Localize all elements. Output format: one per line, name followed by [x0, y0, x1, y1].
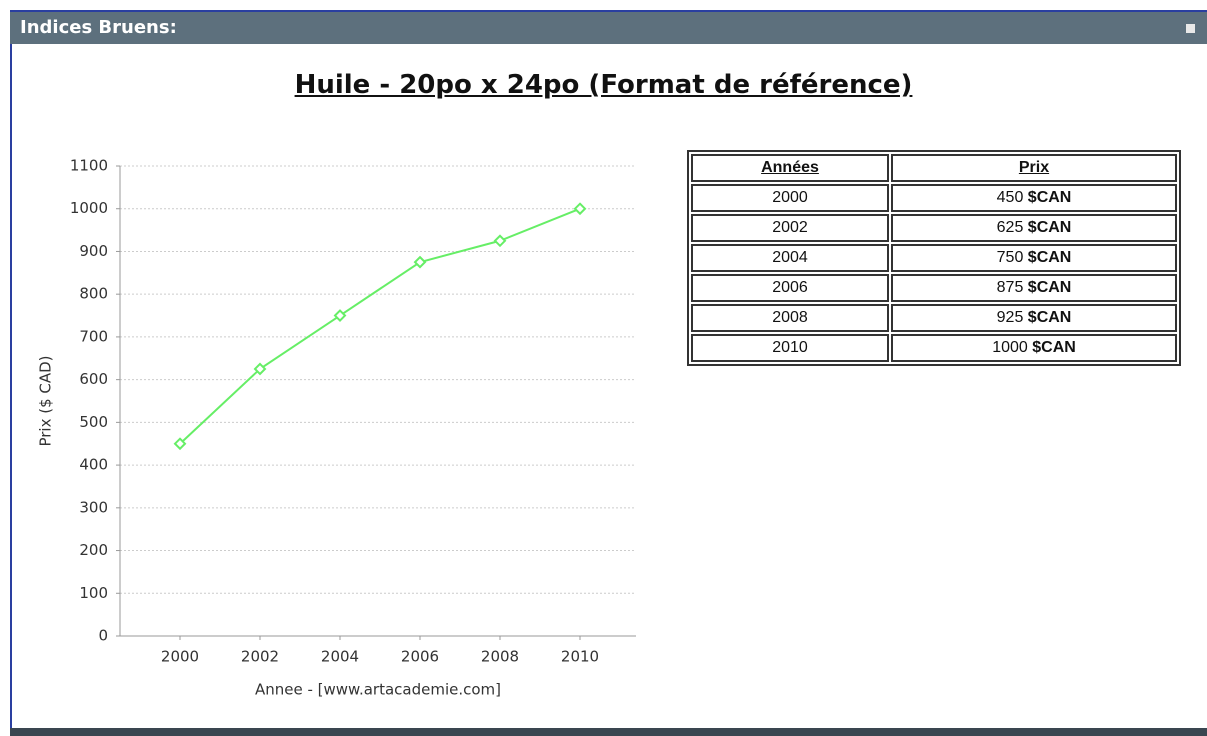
y-tick-label: 700	[79, 327, 108, 345]
price-value: 750	[996, 249, 1024, 266]
y-tick-label: 800	[79, 285, 108, 303]
data-point	[573, 202, 587, 216]
header-cell: Années	[691, 154, 889, 182]
price-unit: $CAN	[1027, 309, 1072, 326]
price-unit: $CAN	[1027, 249, 1072, 266]
price-cell: 875 $CAN	[891, 274, 1177, 302]
chart: 0 100 200 300 400 500 600 700 800 900 1000 1100 2000…	[37, 157, 636, 699]
data-line	[179, 207, 581, 445]
table-header: Années Prix	[691, 154, 1177, 182]
data-point	[413, 255, 427, 269]
frame-border	[10, 10, 12, 736]
price-cell: 625 $CAN	[891, 214, 1177, 242]
table-row: 2002 625 $CAN	[691, 214, 1177, 242]
price-cell: 750 $CAN	[891, 244, 1177, 272]
table-row: 2008 925 $CAN	[691, 304, 1177, 332]
table-row: 2004 750 $CAN	[691, 244, 1177, 272]
footer-bar	[10, 728, 1207, 736]
y-tick-label: 0	[98, 627, 108, 645]
x-tick-label: 2002	[241, 648, 279, 666]
x-tick-label: 2006	[401, 648, 439, 666]
price-unit: $CAN	[1027, 219, 1072, 236]
panel-title: Indices Bruens:	[20, 17, 177, 38]
x-axis-label: Annee - [www.artacademie.com]	[255, 681, 501, 699]
data-point	[253, 362, 267, 376]
price-unit: $CAN	[1027, 279, 1072, 296]
y-tick-label: 300	[79, 498, 108, 516]
panel-header: Indices Bruens:	[10, 10, 1207, 44]
x-tick-label: 2008	[481, 648, 519, 666]
y-tick-label: 500	[79, 413, 108, 431]
x-tick-label: 2000	[161, 648, 199, 666]
price-table: Années Prix 2000 450 $CAN 2002 625 $CAN 2004…	[687, 150, 1181, 366]
year-cell: 2000	[691, 184, 889, 212]
y-tick-label: 100	[79, 584, 108, 602]
data-point	[493, 234, 507, 248]
data-point	[333, 309, 347, 322]
y-tick-label: 600	[79, 370, 108, 388]
table-row: 2000 450 $CAN	[691, 184, 1177, 212]
y-axis-label: Prix ($ CAD)	[37, 355, 55, 446]
price-value: 1000	[992, 339, 1028, 356]
price-value: 925	[996, 309, 1024, 326]
chart-title: Huile - 20po x 24po (Format de référence…	[294, 70, 913, 100]
y-tick-label: 900	[79, 242, 108, 260]
price-cell: 450 $CAN	[891, 184, 1177, 212]
y-tick-label: 200	[79, 541, 108, 559]
panel-button[interactable]	[1186, 24, 1195, 33]
year-cell: 2010	[691, 334, 889, 362]
y-tick-label: 1000	[70, 199, 108, 217]
price-cell: 1000 $CAN	[891, 334, 1177, 362]
price-value: 875	[996, 279, 1024, 296]
table-row: 2006 875 $CAN	[691, 274, 1177, 302]
x-tick-label: 2010	[561, 648, 599, 666]
y-tick-label: 400	[79, 456, 108, 474]
x-tick-label: 2004	[321, 648, 359, 666]
year-cell: 2008	[691, 304, 889, 332]
table-row: 2010 1000 $CAN	[691, 334, 1177, 362]
price-cell: 925 $CAN	[891, 304, 1177, 332]
price-unit: $CAN	[1032, 339, 1076, 356]
year-cell: 2002	[691, 214, 889, 242]
data-point	[173, 437, 187, 451]
y-tick-label: 1100	[70, 157, 108, 175]
year-cell: 2006	[691, 274, 889, 302]
price-unit: $CAN	[1027, 189, 1072, 206]
header-cell: Prix	[891, 154, 1177, 182]
price-value: 625	[996, 219, 1024, 236]
price-value: 450	[996, 189, 1024, 206]
year-cell: 2004	[691, 244, 889, 272]
